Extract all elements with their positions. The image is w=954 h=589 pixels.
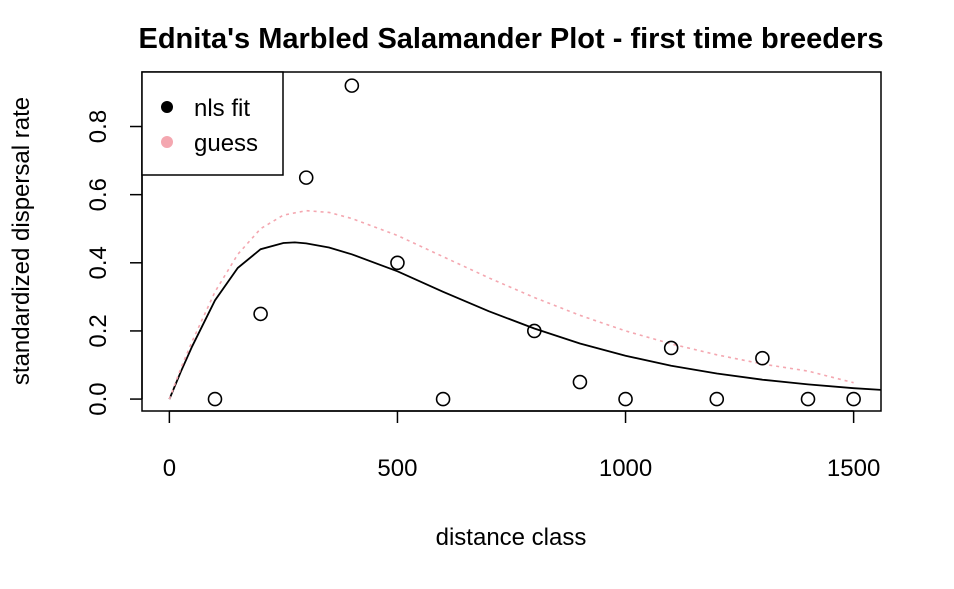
y-tick-label: 0.6 (85, 178, 112, 211)
data-point (298, 170, 314, 185)
x-tick-label: 1500 (827, 455, 880, 482)
x-tick-label: 0 (163, 455, 176, 482)
x-axis: 0 500 1000 1500 (163, 410, 880, 482)
data-point (435, 391, 451, 407)
series-line-guess (168, 209, 854, 400)
x-tick-label: 500 (377, 455, 417, 482)
data-point (755, 350, 770, 366)
data-point (527, 323, 542, 339)
legend-box (141, 71, 284, 176)
data-point (663, 340, 679, 356)
fit-lines (168, 209, 882, 400)
data-point (800, 391, 816, 407)
legend: nls fit guess (141, 71, 284, 176)
legend-label-nls-fit: nls fit (194, 95, 250, 122)
series-line-nls-fit (168, 241, 882, 400)
data-point (846, 391, 861, 407)
y-axis-label: standardized dispersal rate (8, 97, 35, 385)
legend-label-guess: guess (194, 130, 258, 157)
data-point (207, 391, 223, 407)
data-point (572, 374, 588, 390)
data-point (390, 255, 405, 271)
y-axis: 0.0 0.2 0.4 0.6 0.8 (85, 110, 143, 416)
y-tick-label: 0.4 (85, 246, 112, 279)
data-point (709, 391, 725, 407)
y-tick-label: 0.0 (85, 382, 112, 415)
y-tick-label: 0.2 (85, 314, 112, 347)
data-point (618, 391, 633, 407)
legend-marker-guess (161, 136, 173, 148)
chart-title: Ednita's Marbled Salamander Plot - first… (139, 23, 884, 55)
data-point (253, 306, 268, 322)
data-point (344, 78, 360, 93)
x-axis-label: distance class (436, 524, 587, 551)
x-tick-label: 1000 (599, 455, 652, 482)
legend-marker-nls-fit (161, 101, 173, 113)
y-tick-label: 0.8 (85, 110, 112, 143)
data-points (207, 78, 861, 407)
